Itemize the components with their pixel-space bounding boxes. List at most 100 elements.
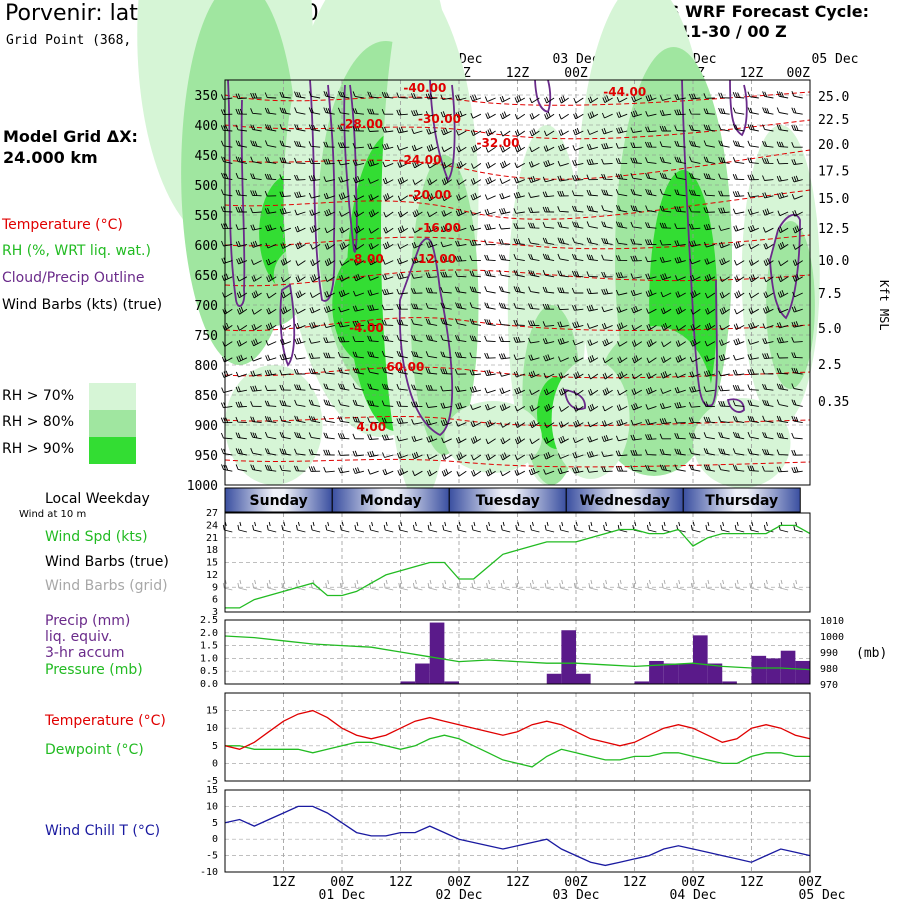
- wind-barb: [572, 321, 584, 329]
- temp-tick-label: 0: [212, 758, 218, 769]
- wind-barb: [338, 467, 350, 474]
- bottom-time-label: 00Z: [798, 875, 822, 890]
- wind-barb: [308, 107, 321, 115]
- wind-barb: [251, 338, 262, 347]
- wind-barb: [484, 302, 496, 310]
- surface-wind-barb: [573, 579, 584, 591]
- wind-barb: [235, 93, 247, 100]
- wind-barb: [573, 405, 584, 412]
- wind-barb: [703, 124, 715, 132]
- wind-barb: [557, 287, 569, 294]
- wind-barb: [381, 400, 394, 407]
- windchill-tick-label: -5: [206, 851, 218, 862]
- wind-barb: [455, 436, 467, 444]
- wind-barb: [352, 142, 364, 149]
- wind-barb: [617, 341, 628, 347]
- wind-barb: [293, 465, 306, 472]
- wind-barb: [660, 273, 672, 281]
- wind-barb: [586, 304, 598, 312]
- wind-barb: [778, 241, 789, 250]
- wind-barb: [309, 306, 321, 314]
- wind-barb: [732, 385, 745, 391]
- wind-barb: [586, 467, 598, 473]
- wind-barb: [528, 467, 540, 476]
- wind-note: Wind at 10 m: [19, 509, 87, 520]
- wind-barb: [264, 140, 277, 148]
- wind-barb: [338, 306, 350, 313]
- surface-wind-barb: [266, 521, 277, 533]
- wind-barb: [528, 253, 540, 262]
- wind-barb: [674, 189, 686, 197]
- wind-barb: [279, 226, 291, 232]
- wind-barb: [485, 161, 496, 169]
- wind-barb: [367, 108, 379, 115]
- wind-barb: [557, 321, 569, 328]
- wind-barb: [323, 141, 335, 148]
- wind-barb: [295, 290, 306, 299]
- wind-barb: [674, 240, 686, 247]
- wind-barb: [719, 291, 730, 299]
- wind-barb: [659, 188, 672, 197]
- weekday-cell: [565, 487, 684, 513]
- wind-tick-label: 18: [206, 545, 218, 556]
- wind-barb: [441, 162, 452, 169]
- wind-barb: [747, 339, 759, 345]
- wind-barb: [455, 302, 467, 310]
- wind-barb: [309, 321, 321, 329]
- wind-barb: [557, 175, 569, 182]
- wind-barb: [279, 140, 291, 148]
- wind-barb: [308, 432, 321, 440]
- wind-barb: [338, 399, 350, 407]
- wind-barb: [411, 128, 423, 135]
- wind-barb: [323, 383, 335, 391]
- wind-barb: [440, 334, 452, 343]
- pressure-tick-label: 850: [195, 389, 218, 404]
- wind-barb: [470, 113, 482, 119]
- wind-barb: [791, 175, 803, 183]
- wind-barb: [674, 125, 686, 132]
- wind-barb: [470, 129, 482, 136]
- cloud-outline: [769, 213, 801, 320]
- wind-barb: [337, 159, 350, 166]
- wind-barb: [791, 142, 803, 148]
- wind-barb: [352, 467, 365, 474]
- wind-barb: [250, 448, 262, 456]
- wind-barb: [588, 373, 599, 380]
- wind-barb: [659, 433, 672, 440]
- surface-wind-barb: [442, 579, 452, 591]
- wind-barb: [279, 415, 291, 424]
- wind-barb: [323, 124, 335, 132]
- wind-barb: [484, 286, 496, 294]
- surface-wind-barb: [720, 579, 730, 591]
- wind-barb: [586, 221, 598, 229]
- wind-barb: [776, 432, 789, 440]
- wind-barb: [528, 354, 540, 361]
- wind-barb: [792, 225, 803, 234]
- surface-wind-barb: [705, 579, 716, 591]
- pressure-tick-label: 1000: [187, 479, 218, 494]
- wind-barb: [235, 156, 247, 164]
- wind-barb: [615, 143, 628, 149]
- wind-barb: [747, 191, 759, 198]
- wind-barb: [718, 156, 730, 164]
- wind-barb: [777, 290, 789, 298]
- bottom-time-label: 12Z: [623, 875, 647, 890]
- wind-barb: [426, 435, 438, 443]
- wind-barb: [543, 372, 555, 379]
- bottom-time-label: 12Z: [272, 875, 296, 890]
- wind-barb: [469, 369, 481, 376]
- wind-barb: [630, 205, 642, 213]
- cloud-outline: [227, 79, 246, 307]
- wind-barb: [323, 192, 335, 200]
- wind-barb: [734, 290, 745, 299]
- surface-wind-barb: [617, 521, 628, 533]
- wind-barb: [381, 109, 394, 115]
- wind-barb: [542, 338, 555, 345]
- wind-barb: [426, 211, 438, 218]
- wind-barb: [557, 160, 569, 167]
- wind-barb: [485, 453, 496, 461]
- wind-barb: [528, 269, 540, 278]
- surface-wind-barb: [763, 579, 774, 591]
- wind-barb: [484, 387, 496, 394]
- wind-barb: [266, 274, 277, 283]
